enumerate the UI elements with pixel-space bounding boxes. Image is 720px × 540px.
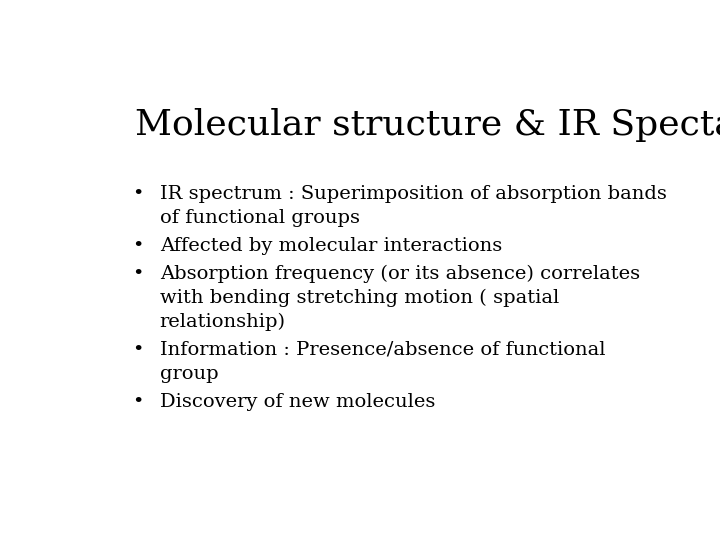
Text: •: • <box>132 341 143 359</box>
Text: Absorption frequency (or its absence) correlates: Absorption frequency (or its absence) co… <box>160 265 640 283</box>
Text: with bending stretching motion ( spatial: with bending stretching motion ( spatial <box>160 289 559 307</box>
Text: relationship): relationship) <box>160 313 286 332</box>
Text: Information : Presence/absence of functional: Information : Presence/absence of functi… <box>160 341 606 359</box>
Text: IR spectrum : Superimposition of absorption bands: IR spectrum : Superimposition of absorpt… <box>160 185 667 204</box>
Text: •: • <box>132 393 143 411</box>
Text: of functional groups: of functional groups <box>160 210 360 227</box>
Text: •: • <box>132 265 143 283</box>
Text: Discovery of new molecules: Discovery of new molecules <box>160 393 435 411</box>
Text: •: • <box>132 237 143 255</box>
Text: Affected by molecular interactions: Affected by molecular interactions <box>160 237 502 255</box>
Text: Molecular structure & IR Specta: Molecular structure & IR Specta <box>135 109 720 143</box>
Text: group: group <box>160 365 218 383</box>
Text: •: • <box>132 185 143 204</box>
